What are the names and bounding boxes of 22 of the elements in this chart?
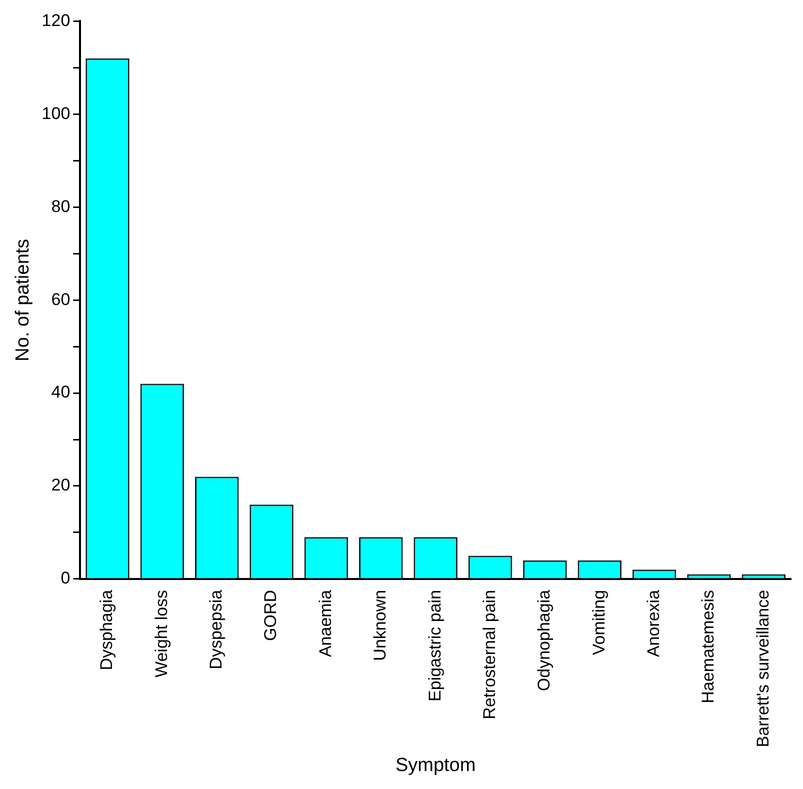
y-axis-title: No. of patients xyxy=(12,238,34,362)
y-tick-label: 20 xyxy=(51,476,70,495)
x-tick-label: GORD xyxy=(261,590,280,641)
x-tick-label: Odynophagia xyxy=(534,589,554,692)
x-tick-label: Barrett's surveillance xyxy=(753,590,772,748)
y-tick-label: 100 xyxy=(42,104,70,123)
y-tick-label: 0 xyxy=(60,568,70,588)
x-tick-label: Anaemia xyxy=(316,589,335,658)
x-tick-label: Anorexia xyxy=(644,589,663,658)
y-tick-label: 40 xyxy=(51,382,70,402)
y-tick-label: 120 xyxy=(42,10,70,30)
x-axis-title: Symptom xyxy=(395,754,476,776)
y-tick-label: 80 xyxy=(51,196,70,216)
x-tick-label: Dyspepsia xyxy=(206,589,226,670)
x-tick-label: Dysphagia xyxy=(97,589,116,670)
y-tick-label: 60 xyxy=(51,290,70,309)
x-tick-label: Unknown xyxy=(370,590,390,661)
x-tick-label: Haematemesis xyxy=(698,590,718,704)
x-tick-label: Epigastric pain xyxy=(425,590,444,702)
x-tick-label: Vomiting xyxy=(589,590,608,656)
x-tick-label: Retrosternal pain xyxy=(480,590,499,720)
x-tick-label: Weight loss xyxy=(152,590,171,678)
